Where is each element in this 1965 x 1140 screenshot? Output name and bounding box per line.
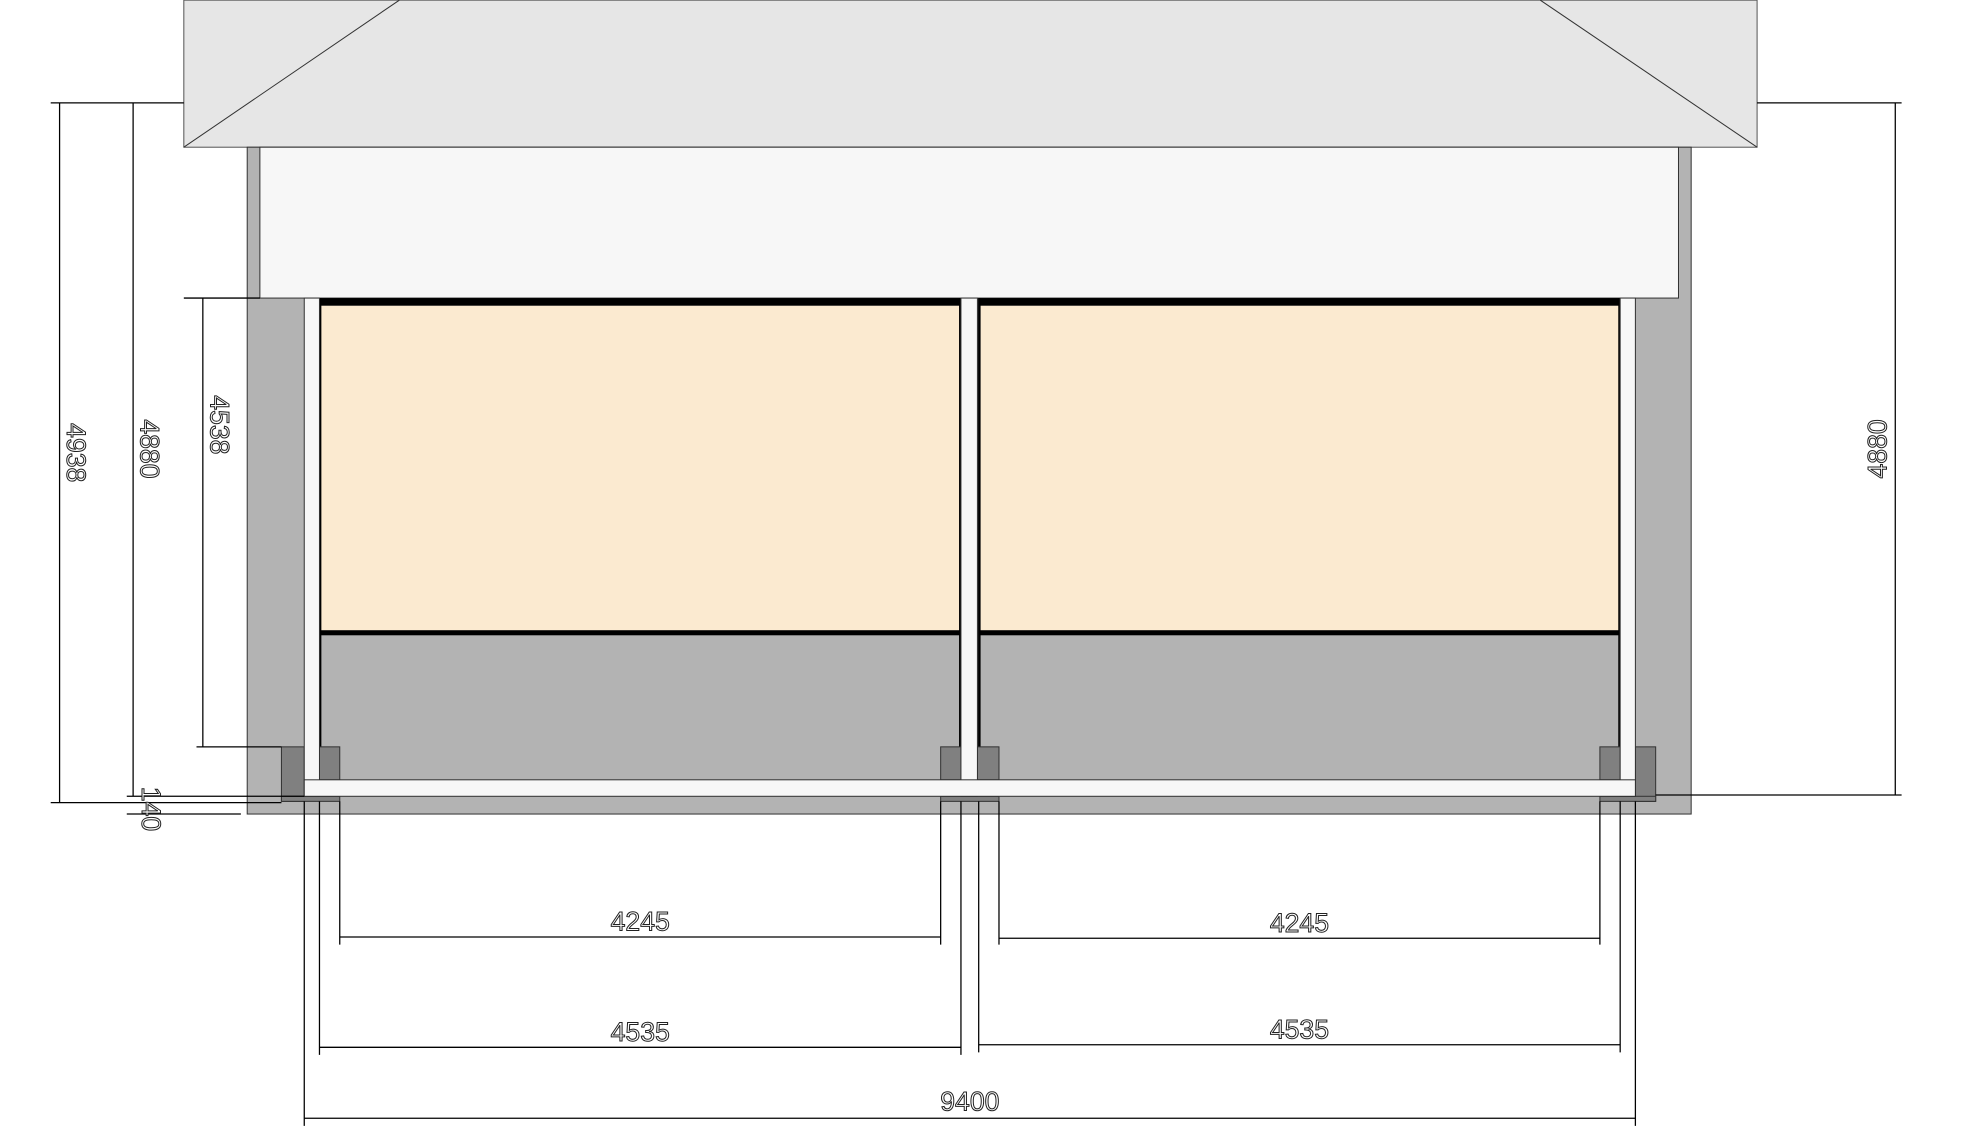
roof xyxy=(183,0,1758,148)
panel-left xyxy=(318,298,962,780)
dim-bay-right: 4535 xyxy=(1270,1014,1329,1044)
dim-clear-left: 4245 xyxy=(611,907,670,937)
fascia xyxy=(259,146,1679,299)
posts xyxy=(303,297,1636,797)
dimension-lines xyxy=(50,102,1902,1126)
dim-overall-width: 9400 xyxy=(940,1087,999,1117)
dim-panel-height: 4538 xyxy=(204,395,234,454)
dim-left-height: 4880 xyxy=(135,419,165,478)
dim-bay-left: 4535 xyxy=(611,1017,670,1047)
bottom-rail xyxy=(303,779,1636,797)
dim-left-total: 4938 xyxy=(61,423,91,482)
dim-base-offset: 140 xyxy=(136,787,166,831)
panel-right xyxy=(978,298,1621,780)
dim-clear-right: 4245 xyxy=(1270,908,1329,938)
dim-right-height: 4880 xyxy=(1862,419,1892,478)
